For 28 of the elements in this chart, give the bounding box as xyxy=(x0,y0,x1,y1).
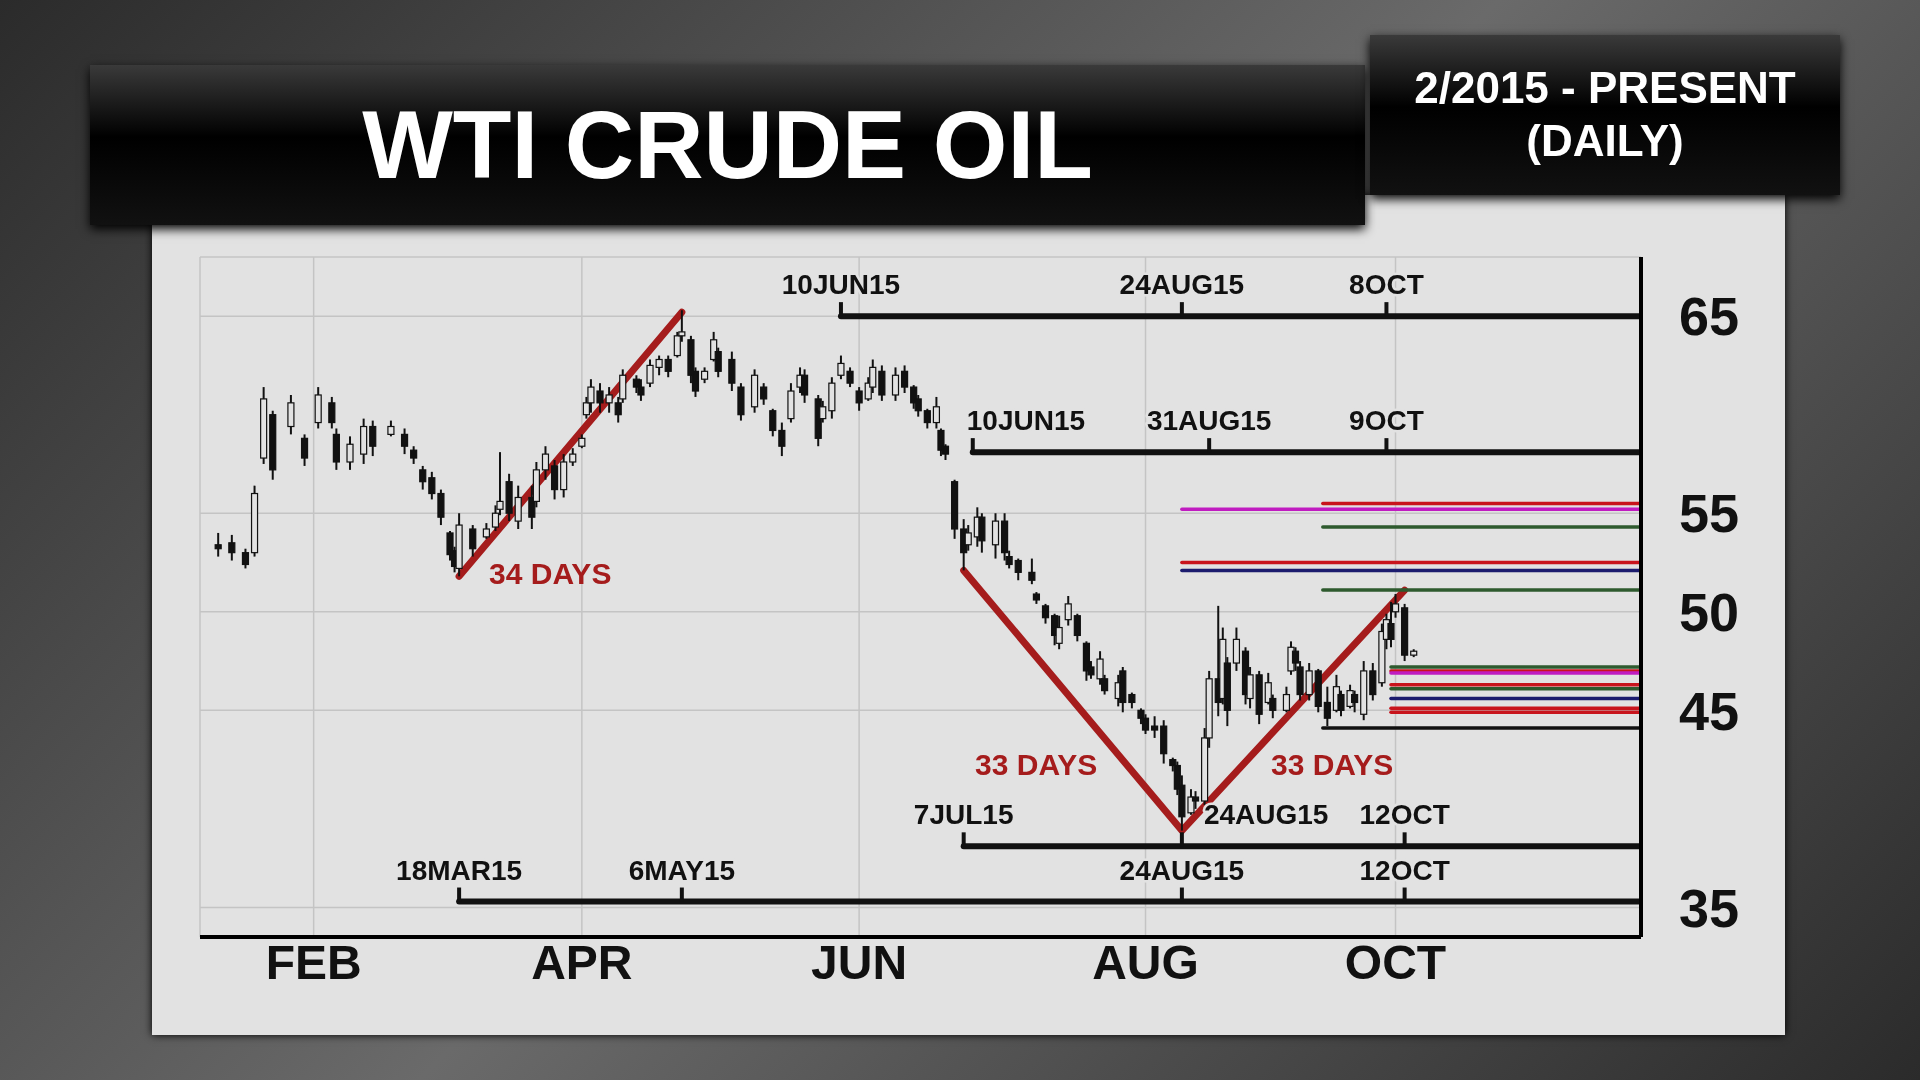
annotation: 24AUG15 xyxy=(1203,799,1329,831)
x-tick-label: AUG xyxy=(1092,936,1199,990)
annotation: 18MAR15 xyxy=(396,854,523,886)
annotation: 6MAY15 xyxy=(628,854,736,886)
x-tick-label: APR xyxy=(531,936,633,990)
y-tick-label: 65 xyxy=(1679,286,1740,347)
y-tick-label: 45 xyxy=(1679,680,1740,741)
x-tick-label: FEB xyxy=(265,936,362,990)
annotation: 24AUG15 xyxy=(1119,854,1245,886)
annotation: 33 DAYS xyxy=(1270,748,1394,782)
annotation: 31AUG15 xyxy=(1146,405,1272,437)
annotation: 24AUG15 xyxy=(1119,269,1245,301)
y-tick-label: 50 xyxy=(1679,581,1740,642)
x-tick-label: OCT xyxy=(1344,936,1447,990)
annotation: 10JUN15 xyxy=(966,405,1086,437)
chart-subtitle: 2/2015 - PRESENT (DAILY) xyxy=(1413,62,1797,167)
x-tick-label: JUN xyxy=(811,936,908,990)
annotation: 9OCT xyxy=(1349,405,1424,437)
annotation: 12OCT xyxy=(1359,799,1450,831)
annotation: 33 DAYS xyxy=(975,748,1098,782)
y-tick-label: 35 xyxy=(1679,877,1740,938)
annotation: 10JUN15 xyxy=(781,269,901,301)
annotation: 34 DAYS xyxy=(489,557,612,591)
y-tick-label: 55 xyxy=(1679,483,1740,544)
annotation: 8OCT xyxy=(1349,269,1424,301)
chart-title: WTI CRUDE OIL xyxy=(90,65,1365,225)
annotation: 12OCT xyxy=(1359,854,1450,886)
annotation: 7JUL15 xyxy=(913,799,1014,831)
